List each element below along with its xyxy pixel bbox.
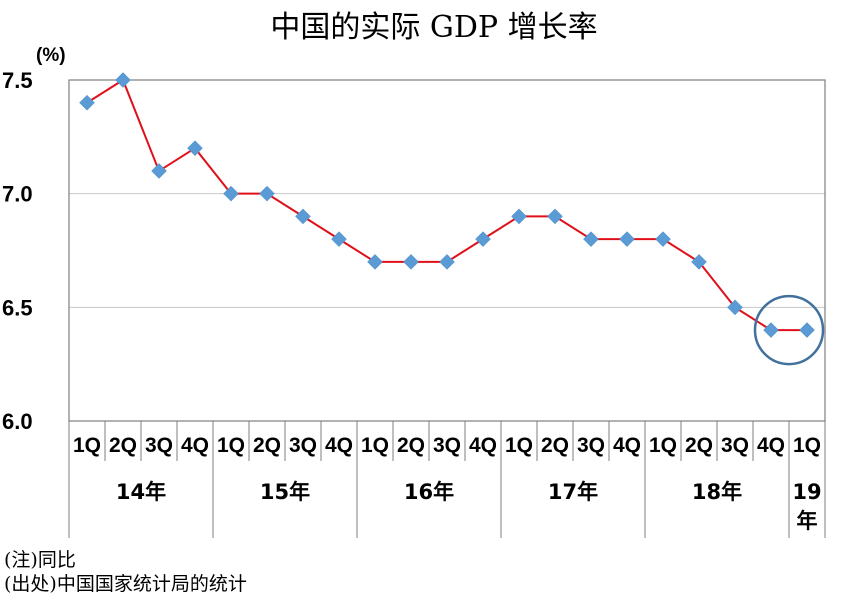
quarter-label: 3Q — [577, 434, 605, 457]
data-point — [259, 185, 275, 202]
quarter-label: 2Q — [685, 434, 713, 457]
quarter-label: 1Q — [505, 434, 533, 457]
quarter-label: 3Q — [433, 434, 461, 457]
quarter-label: 4Q — [757, 434, 785, 457]
quarter-label: 1Q — [649, 434, 677, 457]
quarter-label: 4Q — [325, 434, 353, 457]
quarter-label: 3Q — [145, 434, 173, 457]
quarter-label: 2Q — [109, 434, 137, 457]
x-axis: 1Q 2Q 3Q 4Q 1Q 2Q 3Q 4Q 1Q 2Q 3Q 4Q 1Q 2Q 3Q 4Q 1Q 2Q 3Q 4Q… — [68, 421, 826, 538]
quarter-label: 4Q — [469, 434, 497, 457]
data-point — [583, 231, 599, 247]
quarter-label: 1Q — [217, 434, 245, 457]
quarter-label: 1Q — [361, 434, 389, 457]
data-point — [619, 231, 635, 247]
year-label: 15年 — [260, 480, 310, 504]
series-line — [86, 78, 807, 332]
data-point — [223, 185, 239, 202]
y-tick-label: 7.0 — [2, 182, 33, 207]
data-point — [187, 140, 203, 157]
data-point — [763, 322, 779, 338]
data-point — [799, 322, 815, 338]
data-point — [403, 254, 419, 270]
plot-frame — [68, 79, 826, 422]
data-point — [331, 231, 347, 247]
note-yoy: (注)同比 — [4, 549, 76, 571]
y-tick-label: 6.5 — [2, 295, 33, 320]
plot-area: 6.0 6.5 7.0 7.5 — [2, 68, 826, 434]
data-point — [655, 231, 671, 247]
quarter-label: 3Q — [721, 434, 749, 457]
quarter-label: 2Q — [253, 434, 281, 457]
data-point — [691, 254, 707, 270]
data-point — [475, 231, 491, 247]
data-point — [367, 254, 383, 270]
chart-title: 中国的实际 GDP 增长率 — [270, 10, 597, 45]
data-point — [151, 163, 167, 179]
year-label-suffix: 年 — [797, 509, 818, 533]
quarter-label: 2Q — [397, 434, 425, 457]
y-tick-label: 6.0 — [2, 409, 33, 434]
year-label: 19 — [792, 480, 821, 504]
data-point — [295, 208, 311, 225]
quarter-label: 2Q — [541, 434, 569, 457]
year-label: 18年 — [692, 480, 742, 504]
data-point — [547, 208, 563, 225]
quarter-label: 4Q — [613, 434, 641, 457]
quarter-label: 3Q — [289, 434, 317, 457]
data-point — [115, 72, 131, 88]
quarter-label: 1Q — [73, 434, 101, 457]
y-tick-label: 7.5 — [2, 68, 33, 93]
data-point — [511, 208, 527, 225]
year-label: 16年 — [404, 480, 454, 504]
data-point — [79, 94, 95, 111]
data-point — [727, 299, 743, 316]
y-unit-label: (%) — [36, 45, 66, 66]
highlight-circle — [753, 294, 825, 366]
year-label: 17年 — [548, 480, 598, 504]
year-label: 14年 — [116, 480, 166, 504]
quarter-label: 1Q — [793, 434, 821, 457]
data-point — [439, 254, 455, 270]
note-source: (出处)中国国家统计局的统计 — [4, 573, 247, 595]
quarter-label: 4Q — [181, 434, 209, 457]
